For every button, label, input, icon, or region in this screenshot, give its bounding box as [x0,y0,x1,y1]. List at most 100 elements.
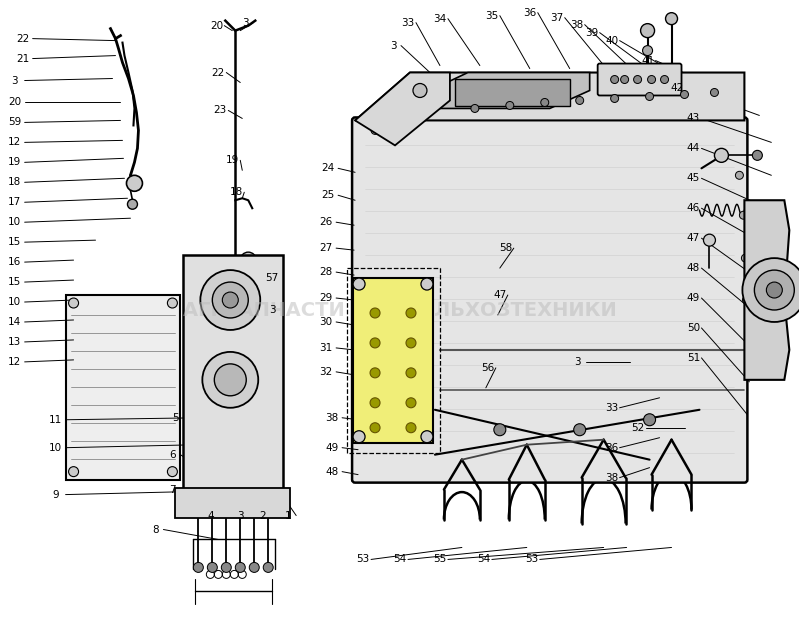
Circle shape [230,304,242,316]
Text: 15: 15 [8,277,22,287]
Text: 52: 52 [631,423,644,433]
Circle shape [634,76,642,84]
Text: АГРЗАПЧАСТИ ДЛЯ СЕЛЬХОЗТЕХНИКИ: АГРЗАПЧАСТИ ДЛЯ СЕЛЬХОЗТЕХНИКИ [183,301,617,319]
Text: 48: 48 [687,263,700,273]
Circle shape [742,258,800,322]
Circle shape [167,298,178,308]
Circle shape [752,151,762,161]
Text: 7: 7 [169,485,176,495]
Text: 50: 50 [687,323,700,333]
Text: 28: 28 [319,267,333,277]
Circle shape [263,562,274,572]
Circle shape [250,562,259,572]
Text: 9: 9 [52,490,59,500]
Circle shape [766,282,782,298]
Text: 38: 38 [326,413,338,423]
Circle shape [214,364,246,396]
Text: 51: 51 [687,353,700,363]
Circle shape [126,175,142,191]
Text: 34: 34 [434,14,446,24]
Circle shape [406,368,416,378]
Text: 47: 47 [494,290,506,300]
Text: 3: 3 [11,76,18,86]
Text: 6: 6 [169,450,176,459]
Text: 20: 20 [210,20,223,30]
Circle shape [661,76,669,84]
Text: 36: 36 [605,443,618,453]
Text: 53: 53 [357,554,370,564]
Circle shape [212,282,248,318]
Circle shape [754,270,794,310]
Circle shape [610,76,618,84]
Text: 35: 35 [486,11,498,20]
Circle shape [226,300,246,320]
Circle shape [576,97,584,104]
Circle shape [735,171,743,179]
Text: 3: 3 [242,17,249,28]
Polygon shape [745,200,790,380]
Circle shape [666,12,678,25]
Text: 43: 43 [687,113,700,123]
FancyBboxPatch shape [598,64,682,95]
Circle shape [642,46,653,56]
Circle shape [370,368,380,378]
Text: 58: 58 [499,243,513,253]
Circle shape [127,199,138,209]
Circle shape [643,414,655,426]
Text: 1: 1 [285,510,291,521]
Text: 2: 2 [259,510,266,521]
Circle shape [681,91,689,99]
Circle shape [703,234,715,246]
Circle shape [370,338,380,348]
Text: 41: 41 [641,56,654,66]
Bar [347,268,440,453]
Circle shape [167,467,178,477]
Circle shape [353,431,365,443]
Text: 3: 3 [237,510,243,521]
Text: 46: 46 [687,203,700,213]
Text: 3: 3 [390,40,396,51]
Circle shape [353,278,365,290]
Text: 38: 38 [570,20,583,30]
Text: 4: 4 [207,510,214,521]
Circle shape [396,122,404,130]
Text: 47: 47 [687,233,700,243]
Text: 30: 30 [319,317,333,327]
Text: 11: 11 [49,415,62,425]
Circle shape [406,398,416,408]
Circle shape [406,338,416,348]
Text: 19: 19 [226,156,239,166]
Circle shape [371,126,379,135]
Text: 49: 49 [687,293,700,303]
Text: 25: 25 [322,190,334,200]
Polygon shape [430,73,590,108]
Text: 21: 21 [16,53,30,64]
Text: 44: 44 [687,143,700,153]
Text: 13: 13 [8,337,22,347]
Text: 3: 3 [269,305,275,315]
Text: 39: 39 [585,28,598,38]
Circle shape [574,423,586,436]
Text: 42: 42 [671,84,684,94]
Text: 33: 33 [402,17,414,28]
Circle shape [506,102,514,110]
Bar [66,295,180,480]
FancyBboxPatch shape [352,117,747,482]
Circle shape [646,92,654,100]
Text: 10: 10 [49,443,62,453]
Circle shape [610,94,618,102]
Circle shape [621,76,629,84]
Text: 18: 18 [230,187,243,197]
Text: 17: 17 [8,197,22,207]
Text: 10: 10 [8,297,22,307]
Circle shape [739,211,747,219]
Bar [353,278,433,443]
Text: 27: 27 [319,243,333,253]
Text: 55: 55 [434,554,446,564]
Circle shape [421,431,433,443]
Polygon shape [355,73,450,145]
Text: 22: 22 [16,33,30,43]
Circle shape [69,298,78,308]
Circle shape [494,423,506,436]
Text: 12: 12 [8,138,22,148]
